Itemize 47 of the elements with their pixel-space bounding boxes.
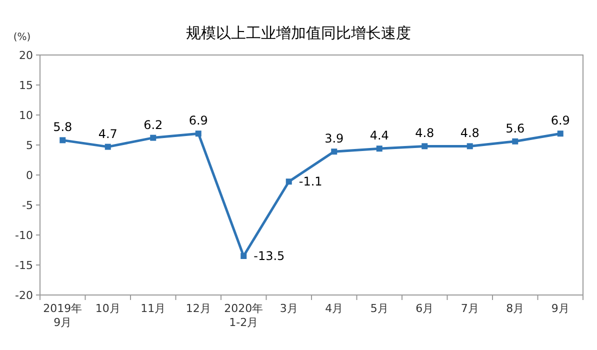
point (331, 148, 338, 155)
chart-title: 规模以上工业增加值同比增长速度 (186, 24, 411, 42)
x-tick-label: 7月 (460, 302, 479, 315)
y-tick-label: 5 (26, 139, 33, 152)
point (376, 146, 382, 152)
data-label: -13.5 (254, 249, 285, 263)
x-tick-label: 12月 (186, 302, 211, 315)
data-label: 5.6 (506, 121, 525, 136)
data-label: 4.8 (460, 126, 480, 140)
x-tick-label: 2019年 9月 (43, 302, 82, 329)
y-tick-label: -5 (22, 199, 33, 212)
data-label: 4.4 (370, 128, 389, 143)
point (422, 143, 428, 150)
y-tick-label: 15 (19, 79, 33, 92)
y-tick-label: 20 (19, 49, 33, 62)
x-tick-label: 4月 (325, 302, 344, 315)
x-tick-label: 10月 (95, 302, 120, 315)
x-tick-label: 11月 (140, 302, 166, 315)
x-tick-label: 8月 (506, 302, 524, 315)
y-axis-title: (%) (13, 32, 31, 43)
data-label: 6.2 (144, 118, 163, 132)
point (512, 138, 518, 144)
point (557, 130, 564, 137)
x-tick-label: 2020年 1-2月 (224, 302, 264, 329)
data-label: 5.8 (53, 120, 72, 134)
point (240, 253, 247, 259)
point (150, 134, 156, 141)
y-tick-label: 10 (19, 109, 33, 122)
point (60, 137, 66, 144)
y-tick-label: -15 (15, 259, 33, 272)
x-tick-label: 5月 (370, 302, 388, 315)
x-tick-label: 9月 (551, 302, 570, 315)
point (104, 144, 111, 150)
x-tick-label: 3月 (280, 302, 298, 315)
data-label: 4.7 (98, 126, 118, 141)
y-tick-label: -10 (15, 229, 33, 242)
y-tick-label: 0 (26, 169, 33, 182)
data-label: 6.9 (550, 114, 570, 128)
point (466, 143, 473, 150)
data-label: 6.9 (188, 114, 208, 128)
point (195, 130, 202, 137)
data-label: -1.1 (298, 174, 322, 189)
point (286, 178, 292, 185)
data-label: 3.9 (324, 132, 344, 146)
data-label: 4.8 (415, 126, 434, 140)
x-tick-label: 6月 (416, 302, 434, 315)
y-tick-label: -20 (15, 289, 33, 302)
